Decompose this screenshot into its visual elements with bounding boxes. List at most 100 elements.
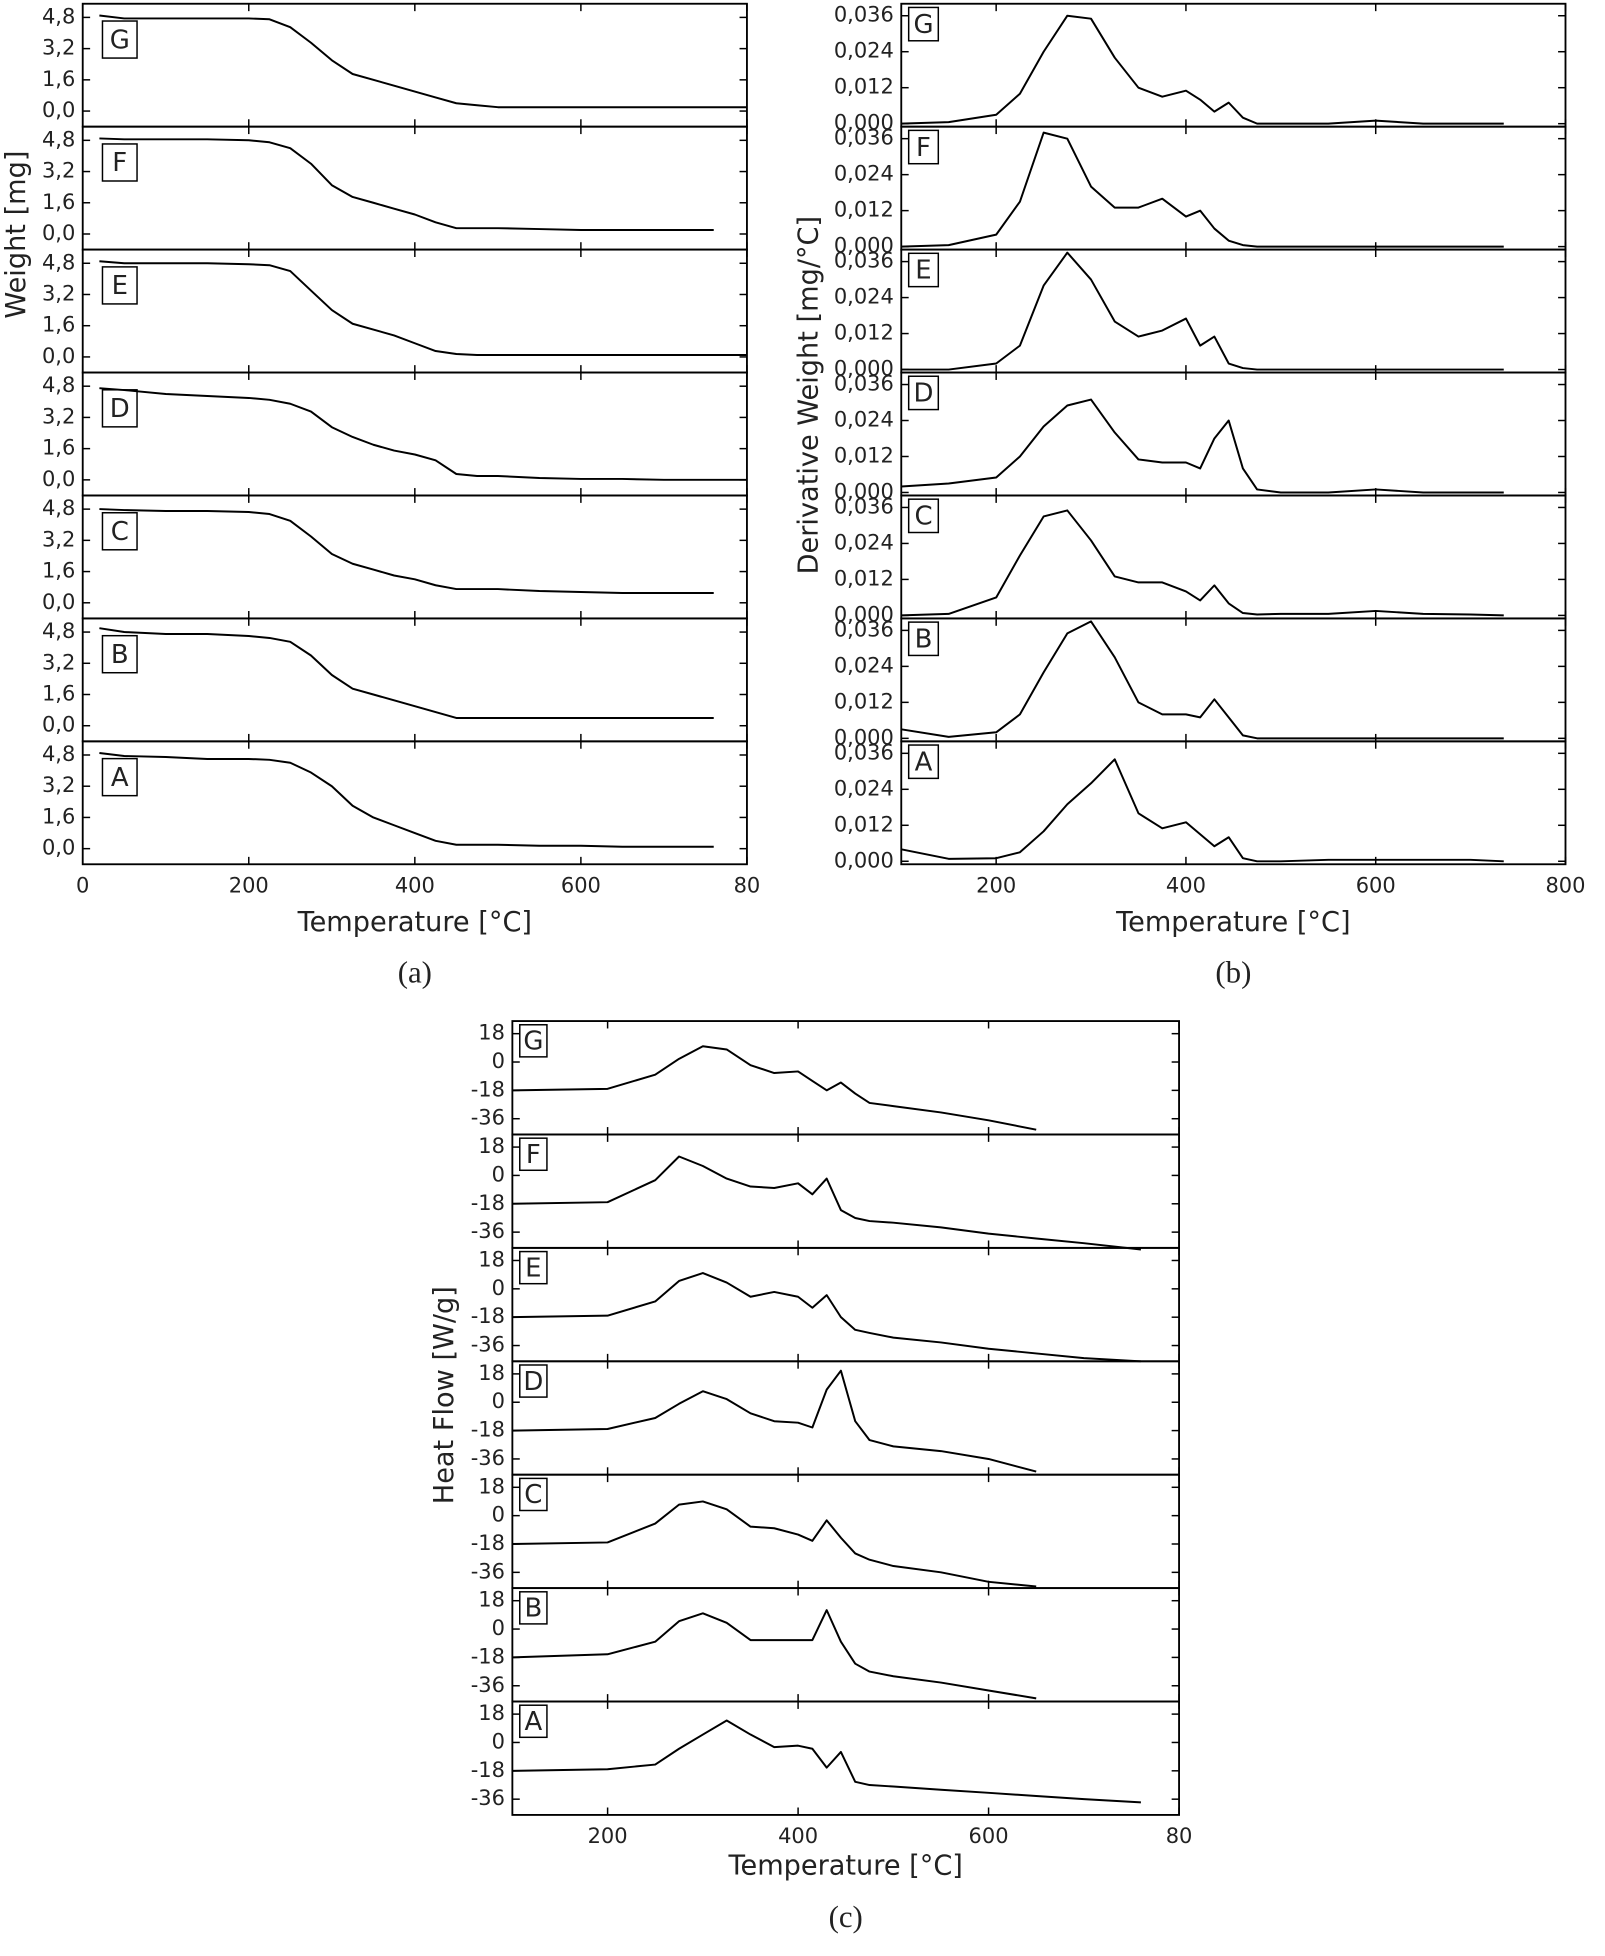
subplot: 0,0 1,6 3,2 4,8 G (42, 2, 748, 128)
y-tick-label: 1,6 (42, 559, 75, 583)
y-tick-label: 1,6 (42, 313, 75, 337)
x-axis-label: Temperature [°C] (1115, 907, 1350, 938)
plot-frame (900, 248, 1567, 374)
y-tick-label: 0,000 (834, 234, 894, 258)
y-tick-label: 0,036 (834, 617, 894, 641)
curve (512, 1369, 1037, 1473)
letter-box (907, 252, 940, 288)
subplot: 0,000 0,012 0,024 0,036 E (834, 248, 1567, 381)
x-tick-label: 200 (976, 873, 1016, 897)
subplot-label: E (112, 271, 128, 301)
plot-frame (511, 1020, 1180, 1136)
y-tick-label: 1,6 (42, 190, 75, 214)
curve (512, 1500, 1037, 1588)
subplot: 0,000 0,012 0,024 0,036 G (834, 3, 1567, 135)
y-tick-label: 18 (478, 1701, 505, 1725)
curve (901, 509, 1504, 617)
curve (512, 1045, 1037, 1131)
y-tick-label: -18 (471, 1644, 505, 1668)
x-axis-label: Temperature [°C] (297, 907, 532, 938)
y-tick-label: 0,024 (834, 285, 894, 309)
x-tick-label: 400 (395, 873, 435, 897)
x-tick-label: 80 (734, 873, 761, 897)
x-tick-label: 400 (778, 1824, 818, 1848)
letter-box (907, 621, 940, 657)
x-tick-label: 80 (1166, 1824, 1193, 1848)
curve (901, 398, 1504, 494)
x-tick-label: 200 (588, 1824, 628, 1848)
y-tick-label: -36 (471, 1106, 505, 1130)
curve (901, 620, 1504, 740)
subplot: 0,000 0,012 0,024 0,036 200 400 600 800 A (834, 740, 1586, 897)
plot-frame (511, 1587, 1180, 1703)
y-tick-label: 18 (478, 1588, 505, 1612)
y-tick-label: 3,2 (42, 527, 75, 551)
subplot-label: C (524, 1480, 542, 1510)
y-axis-label: Heat Flow [W/g] (429, 1286, 460, 1504)
y-tick-label: 0,0 (42, 98, 75, 122)
y-tick-label: 4,8 (42, 250, 75, 274)
y-tick-label: 1,6 (42, 804, 75, 828)
plot-frame (81, 125, 748, 251)
y-tick-label: 4,8 (42, 496, 75, 520)
y-tick-label: -18 (471, 1077, 505, 1101)
y-axis-label: Weight [mg] (1, 151, 32, 319)
panel-label: (a) (398, 955, 432, 989)
subplot: 0,0 1,6 3,2 4,8 D (42, 371, 748, 497)
y-tick-label: 4,8 (42, 4, 75, 28)
curve (512, 1609, 1037, 1700)
curve (99, 508, 714, 595)
curve (512, 1155, 1142, 1251)
y-tick-label: 0 (492, 1162, 505, 1186)
y-tick-label: 18 (478, 1134, 505, 1158)
y-axis-label: Derivative Weight [mg/°C] (793, 216, 824, 574)
letter-box (519, 1591, 548, 1625)
y-tick-label: 3,2 (42, 773, 75, 797)
y-tick-label: 0 (492, 1729, 505, 1753)
y-tick-label: 1,6 (42, 682, 75, 706)
panel-label: (b) (1215, 955, 1251, 989)
letter-box (519, 1477, 548, 1512)
y-tick-label: 0,024 (834, 39, 894, 63)
y-tick-label: -36 (471, 1446, 505, 1470)
subplot-label: A (915, 747, 933, 777)
subplot-label: B (915, 625, 933, 655)
y-tick-label: 18 (478, 1021, 505, 1045)
plot-frame (511, 1246, 1180, 1363)
y-tick-label: 0,000 (834, 725, 894, 749)
x-tick-label: 600 (969, 1824, 1009, 1848)
curve (512, 1272, 1141, 1363)
plot-frame (900, 494, 1567, 620)
subplot: 0,0 1,6 3,2 4,8 0 200 400 600 80 A (42, 740, 761, 897)
y-tick-label: 4,8 (42, 742, 75, 766)
y-tick-label: 0,024 (834, 408, 894, 432)
y-tick-label: 0,000 (834, 357, 894, 381)
y-tick-label: 3,2 (42, 404, 75, 428)
letter-box (907, 498, 940, 534)
y-tick-label: 0,0 (42, 467, 75, 491)
x-tick-label: 0 (76, 873, 89, 897)
subplot: 0,0 1,6 3,2 4,8 C (42, 494, 748, 620)
y-tick-label: 0 (492, 1616, 505, 1640)
subplot-label: G (913, 10, 933, 40)
letter-box (101, 20, 138, 59)
y-tick-label: -18 (471, 1304, 505, 1328)
y-tick-label: 3,2 (42, 36, 75, 60)
plot-frame (900, 740, 1567, 866)
curve (99, 627, 714, 719)
y-tick-label: 1,6 (42, 67, 75, 91)
y-tick-label: -18 (471, 1418, 505, 1442)
subplot-label: G (523, 1027, 543, 1057)
subplot: -36 -18 0 18 D (471, 1360, 1180, 1476)
plot-frame (900, 125, 1567, 251)
subplot: 0,0 1,6 3,2 4,8 E (42, 248, 748, 374)
letter-box (101, 266, 138, 305)
curve (901, 131, 1504, 248)
y-tick-label: 0,036 (834, 249, 894, 273)
y-tick-label: 0 (492, 1276, 505, 1300)
subplot-label: F (112, 148, 127, 178)
letter-box (101, 757, 138, 797)
x-tick-label: 400 (1166, 873, 1206, 897)
subplot: 0,000 0,012 0,024 0,036 F (834, 125, 1567, 258)
subplot-label: G (110, 25, 130, 55)
